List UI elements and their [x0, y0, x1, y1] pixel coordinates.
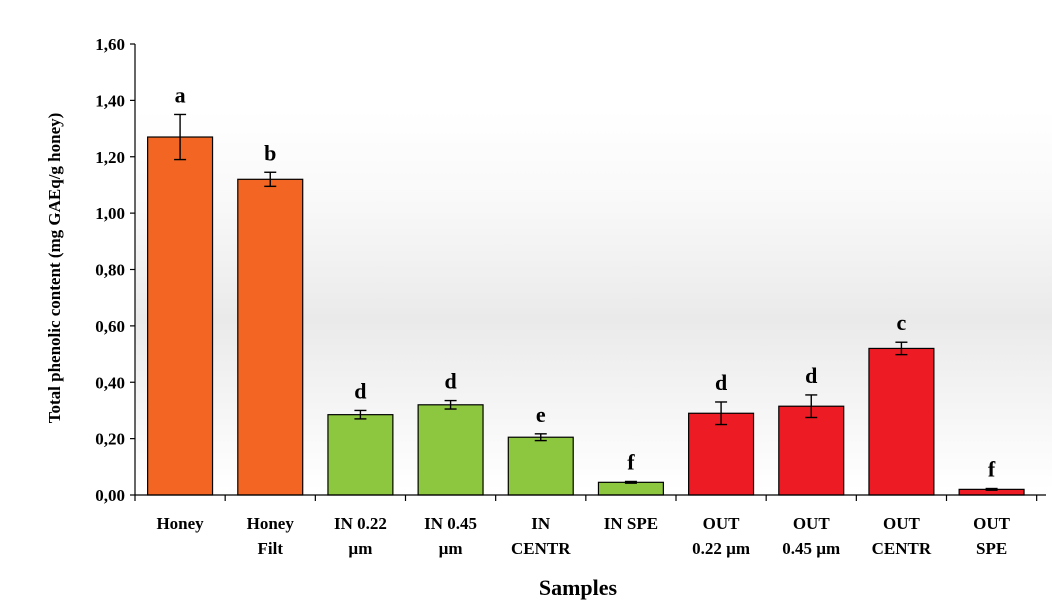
- bars-layer: [147, 113, 1025, 496]
- y-tick-label: 0,60: [95, 317, 125, 336]
- significance-letter: b: [264, 140, 276, 165]
- significance-letter: f: [627, 449, 635, 474]
- y-axis-title: Total phenolic content (mg GAEq/g honey): [45, 113, 64, 424]
- x-category-label: Honey: [247, 514, 295, 533]
- axes-layer: [130, 43, 1046, 501]
- x-category-label: µm: [439, 539, 463, 558]
- significance-letter: a: [175, 82, 186, 107]
- bar: [327, 414, 394, 496]
- bar: [778, 405, 845, 496]
- x-category-label: OUT: [973, 514, 1011, 533]
- significance-letter: d: [444, 369, 456, 394]
- x-category-label: CENTR: [872, 539, 932, 558]
- x-category-label: IN 0.45: [424, 514, 477, 533]
- bar: [417, 404, 484, 496]
- significance-letter: e: [536, 402, 546, 427]
- x-category-label: OUT: [793, 514, 831, 533]
- y-tick-label: 1,20: [95, 148, 125, 167]
- significance-letter: d: [805, 363, 817, 388]
- x-category-label: µm: [348, 539, 372, 558]
- significance-letter: c: [897, 310, 907, 335]
- y-tick-label: 1,60: [95, 35, 125, 54]
- x-category-label: 0.22 µm: [692, 539, 750, 558]
- x-category-label: OUT: [883, 514, 921, 533]
- y-tick-label: 0,20: [95, 430, 125, 449]
- x-category-label: 0.45 µm: [782, 539, 840, 558]
- y-tick-label: 0,80: [95, 261, 125, 280]
- x-category-label: Honey: [156, 514, 204, 533]
- bar: [688, 412, 755, 496]
- x-category-label: IN SPE: [604, 514, 658, 533]
- bar: [507, 436, 574, 496]
- significance-letter: f: [988, 457, 996, 482]
- bar: [147, 136, 214, 496]
- labels-layer: 0,00 0,20 0,40 0,60 0,80 1,00 1,20 1,40 1,60 a Hon…: [95, 35, 1010, 558]
- x-category-label: SPE: [976, 539, 1007, 558]
- y-tick-label: 1,00: [95, 204, 125, 223]
- x-category-label: IN: [531, 514, 551, 533]
- y-tick-label: 1,40: [95, 91, 125, 110]
- significance-letter: d: [354, 378, 366, 403]
- bar: [597, 481, 664, 496]
- y-tick-label: 0,00: [95, 486, 125, 505]
- x-axis-title: Samples: [539, 575, 618, 600]
- x-category-label: IN 0.22: [334, 514, 387, 533]
- x-category-label: Filt: [258, 539, 284, 558]
- significance-letter: d: [715, 370, 727, 395]
- bar: [868, 347, 935, 496]
- x-category-label: OUT: [703, 514, 741, 533]
- x-category-label: CENTR: [511, 539, 571, 558]
- bar: [237, 178, 304, 496]
- y-tick-label: 0,40: [95, 373, 125, 392]
